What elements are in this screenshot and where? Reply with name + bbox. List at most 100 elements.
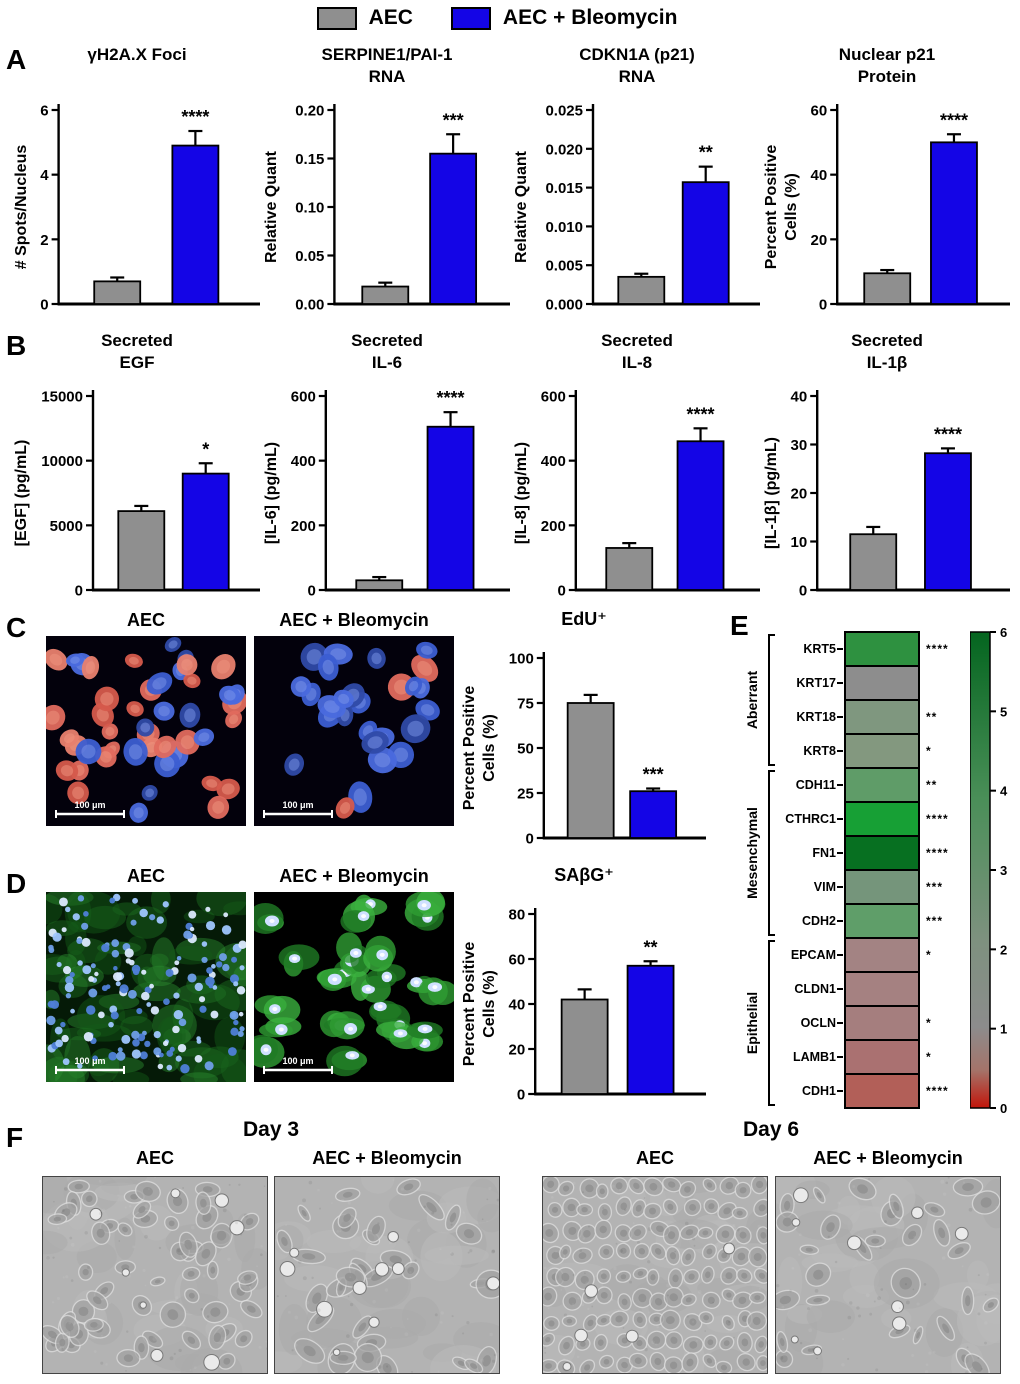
y-axis-label: Relative Quant xyxy=(513,150,530,263)
group-bracket-epithelial xyxy=(768,940,775,1106)
sabg-positive-title: SAβG⁺ xyxy=(554,865,614,885)
image-label: AEC xyxy=(126,610,165,630)
heatmap-cell-krt5 xyxy=(844,631,920,667)
bar-aec xyxy=(566,702,615,839)
group-label-aberrant: Aberrant xyxy=(744,670,760,730)
bar-aec-bleomycin xyxy=(924,452,972,591)
gene-label-epcam: EPCAM xyxy=(790,948,836,962)
y-tick-label: 0.000 xyxy=(545,297,583,314)
y-axis-label: [EGF] (pg/mL) xyxy=(13,440,30,547)
colorbar-tick-label: 4 xyxy=(1000,784,1008,799)
chart-secreted-il8: Secreted IL-8 0 200 400 600 [IL-8] (pg/mL) **** xyxy=(512,330,762,602)
y-tick-label: 10000 xyxy=(41,453,83,470)
group-bracket-aberrant xyxy=(768,634,775,766)
gene-label-cdh2: CDH2 xyxy=(801,914,836,928)
y-tick-label: 0.005 xyxy=(545,258,583,275)
nuclear-p21-protein-plot: 0 20 40 60 Percent Positive Cells (%) **** xyxy=(763,103,1010,314)
y-tick-label: 0 xyxy=(557,583,565,600)
emt-gene-heatmap: KRT5 **** KRT17 KRT18 ** KRT8 * CDH11 ** CTHRC1 **… xyxy=(724,608,1020,1128)
panel-f-image-day6-bleomycin xyxy=(775,1176,1001,1374)
bar-aec xyxy=(355,579,404,591)
y-axis-label: Cells (%) xyxy=(481,970,498,1038)
colorbar-tick-label: 2 xyxy=(1000,942,1007,957)
significance-stars: **** xyxy=(687,404,715,424)
scale-bar-label: 100 μm xyxy=(74,800,105,810)
panel-label-d: D xyxy=(6,868,27,899)
row-tick xyxy=(837,1056,843,1058)
panel-label-a: A xyxy=(6,44,27,75)
image-label: AEC + Bleomycin xyxy=(279,610,429,630)
fluorescence-image-bleomycin-edu: 100 μm xyxy=(254,636,454,826)
bar-aec-bleomycin xyxy=(930,141,978,305)
y-tick-label: 200 xyxy=(291,518,316,535)
row-tick xyxy=(837,784,843,786)
heatmap-sig-krt18: ** xyxy=(926,710,938,724)
significance-stars: **** xyxy=(437,388,465,408)
colorbar-tick-label: 1 xyxy=(1000,1022,1007,1037)
row-tick xyxy=(837,716,843,718)
y-axis-label: Percent Positive xyxy=(763,145,780,270)
chart-gh2ax-foci: γH2A.X Foci 0 2 4 6 # Spots/Nucleus **** xyxy=(12,44,262,316)
y-tick-label: 40 xyxy=(791,389,808,406)
bar-aec xyxy=(605,547,654,591)
bar-aec-bleomycin xyxy=(629,790,678,839)
y-tick-label: 30 xyxy=(791,437,808,454)
significance-stars: * xyxy=(202,439,209,459)
heatmap-sig-krt5: **** xyxy=(926,642,949,656)
panel-label-e: E xyxy=(730,610,749,641)
chart-serpine1-rna: SERPINE1/PAI-1 RNA 0.00 0.05 0.10 0.15 0.20 Rel… xyxy=(262,44,512,316)
y-axis-label: [IL-6] (pg/mL) xyxy=(263,442,280,544)
y-tick-label: 0.00 xyxy=(295,297,324,314)
y-tick-label: 0.15 xyxy=(295,151,324,168)
colorbar-tick-label: 0 xyxy=(1000,1101,1007,1116)
gene-label-ocln: OCLN xyxy=(800,1016,836,1030)
bar-aec xyxy=(560,998,609,1095)
row-tick xyxy=(837,954,843,956)
gene-label-krt17: KRT17 xyxy=(796,676,836,690)
colorbar-tick-label: 6 xyxy=(1000,625,1007,640)
y-tick-label: 400 xyxy=(291,453,316,470)
heatmap-cell-cdh11 xyxy=(844,767,920,803)
heatmap-cell-cthrc1 xyxy=(844,801,920,837)
bar-aec xyxy=(617,275,666,305)
row-tick xyxy=(837,682,843,684)
y-tick-label: 6 xyxy=(40,103,48,120)
edu-positive-title: EdU⁺ xyxy=(561,609,607,629)
y-tick-label: 600 xyxy=(291,389,316,406)
panel-f-image-day3-aec xyxy=(42,1176,268,1374)
bar-aec-bleomycin xyxy=(429,152,478,305)
y-axis-label: Percent Positive xyxy=(461,686,478,811)
heatmap-sig-cdh11: ** xyxy=(926,778,938,792)
phase-image-day3-bleomycin xyxy=(274,1176,500,1374)
chart-cdkn1a-rna: CDKN1A (p21) RNA 0.000 0.005 0.010 0.015 0.020… xyxy=(512,44,762,316)
y-tick-label: 0 xyxy=(517,1087,525,1104)
legend-swatch-bleomycin xyxy=(450,6,491,30)
gene-label-krt5: KRT5 xyxy=(803,642,836,656)
secreted-il8-title: Secreted IL-8 xyxy=(601,331,673,373)
gene-label-krt8: KRT8 xyxy=(803,744,836,758)
chart-secreted-egf: Secreted EGF 0 5000 10000 15000 [EGF] (pg/mL) * xyxy=(12,330,262,602)
heatmap-sig-ocln: * xyxy=(926,1016,932,1030)
y-axis-label: Percent Positive xyxy=(461,942,478,1067)
row-tick xyxy=(837,988,843,990)
panel-f-image-day3-bleomycin xyxy=(274,1176,500,1374)
y-tick-label: 0.05 xyxy=(295,248,324,265)
image-label: AEC + Bleomycin xyxy=(312,1148,462,1168)
y-tick-label: 40 xyxy=(509,997,526,1014)
row-tick xyxy=(837,1022,843,1024)
gene-label-cldn1: CLDN1 xyxy=(794,982,836,996)
group-label-mesenchymal: Mesenchymal xyxy=(744,807,760,899)
y-tick-label: 0 xyxy=(799,583,807,600)
chart-sabg-positive: SAβG⁺ 0 20 40 60 80 Percent Positive Cells (%) *… xyxy=(460,864,708,1106)
significance-stars: ** xyxy=(699,143,713,163)
phase-image-day3-aec xyxy=(42,1176,268,1374)
legend-swatch-aec xyxy=(316,6,357,30)
figure-legend: AEC AEC + Bleomycin xyxy=(0,2,1020,34)
significance-stars: *** xyxy=(643,765,664,785)
bar-aec-bleomycin xyxy=(681,181,730,305)
panel-b-charts: Secreted EGF 0 5000 10000 15000 [EGF] (pg/mL) *… xyxy=(12,330,1016,602)
panel-label-b: B xyxy=(6,330,27,361)
y-axis-label: [IL-1β] (pg/mL) xyxy=(763,437,780,549)
scale-bar-label: 100 μm xyxy=(282,1056,313,1066)
secreted-il6-plot: 0 200 400 600 [IL-6] (pg/mL) **** xyxy=(263,388,510,600)
